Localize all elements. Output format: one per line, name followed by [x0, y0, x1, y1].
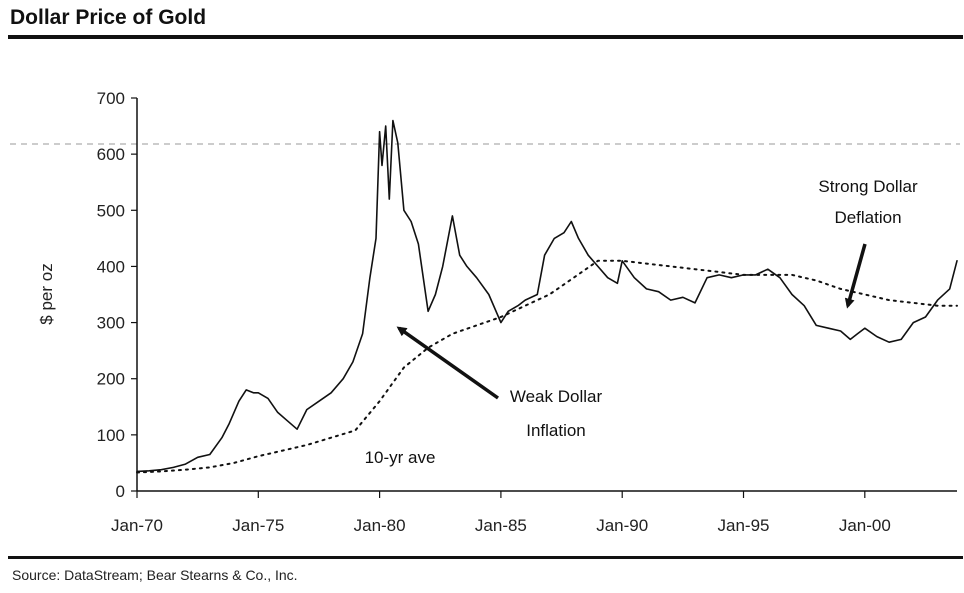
bottom-rule [8, 556, 963, 559]
annotation-text: Inflation [526, 421, 586, 440]
y-tick-label: 400 [97, 257, 125, 276]
source-note: Source: DataStream; Bear Stearns & Co., … [12, 567, 298, 583]
series-line-10yr-average [136, 259, 958, 474]
y-tick-label: 100 [97, 426, 125, 445]
series-line-gold-price [136, 119, 958, 473]
x-tick-label: Jan-90 [596, 516, 648, 535]
y-axis-label: $ per oz [37, 263, 56, 324]
x-tick-label: Jan-85 [475, 516, 527, 535]
x-tick-label: Jan-70 [111, 516, 163, 535]
annotation-text: Weak Dollar [510, 387, 603, 406]
y-tick-label: 700 [97, 89, 125, 108]
y-tick-label: 300 [97, 314, 125, 333]
annotation-text: Deflation [834, 208, 901, 227]
y-tick-label: 500 [97, 201, 125, 220]
annotation-arrow [396, 326, 500, 400]
y-tick-label: 600 [97, 145, 125, 164]
x-tick-label: Jan-00 [839, 516, 891, 535]
annotations-group: Weak Dollar Inflation Strong Dollar Deflati… [365, 177, 918, 467]
y-tick-label: 0 [116, 482, 125, 501]
x-tick-label: Jan-80 [354, 516, 406, 535]
annotation-arrow [844, 243, 867, 309]
y-tick-label: 200 [97, 370, 125, 389]
top-rule [8, 35, 963, 39]
x-tick-label: Jan-95 [718, 516, 770, 535]
annotation-text: 10-yr ave [365, 448, 436, 467]
y-axis-ticks: 0 100 200 300 400 500 600 700 [97, 89, 137, 501]
series-group [136, 119, 958, 474]
chart-title: Dollar Price of Gold [10, 6, 207, 29]
axes [136, 98, 957, 492]
x-tick-label: Jan-75 [232, 516, 284, 535]
annotation-text: Strong Dollar [818, 177, 918, 196]
x-axis-ticks: Jan-70 Jan-75 Jan-80 Jan-85 Jan-90 Jan-95 Jan-… [111, 491, 891, 535]
